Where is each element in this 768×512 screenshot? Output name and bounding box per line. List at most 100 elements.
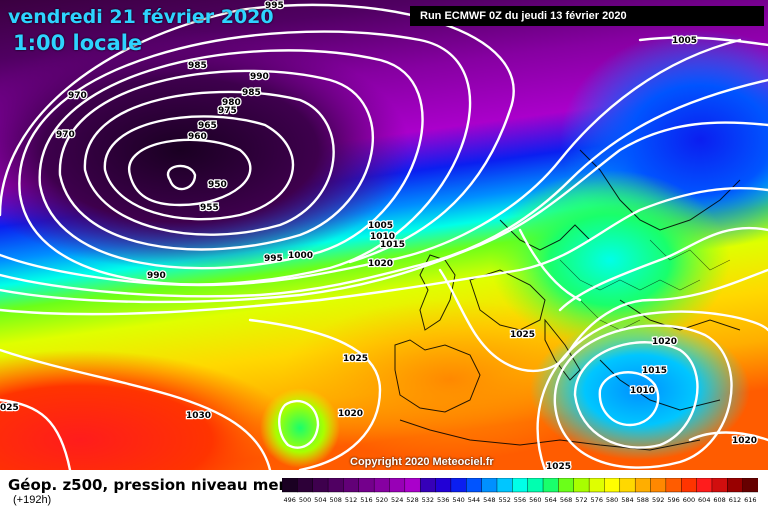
- color-scale-label: 568: [560, 496, 572, 504]
- color-scale-swatch: [650, 478, 667, 493]
- color-scale-swatch: [542, 478, 560, 493]
- forecast-map: 995 985 990 985 980 975 970 970 965 960 …: [0, 0, 768, 470]
- color-scale-label: 600: [683, 496, 695, 504]
- warm-air-iberia: [280, 300, 620, 460]
- color-scale-label: 544: [468, 496, 480, 504]
- color-scale-label: 496: [283, 496, 295, 504]
- color-scale-label: 552: [498, 496, 510, 504]
- color-scale-label: 540: [452, 496, 464, 504]
- color-scale-swatch: [312, 478, 329, 493]
- isobar-label: 960: [188, 132, 207, 142]
- color-scale-label: 604: [698, 496, 710, 504]
- color-scale-swatch: [604, 478, 621, 493]
- color-scale-swatch: [373, 478, 391, 493]
- color-scale-label: 564: [544, 496, 556, 504]
- color-scale-label: 576: [591, 496, 603, 504]
- isobar-label: 1020: [368, 259, 393, 269]
- color-scale-swatch: [450, 478, 467, 493]
- color-scale-label: 560: [529, 496, 541, 504]
- color-scale-label: 584: [621, 496, 633, 504]
- isobar-label: 965: [198, 121, 217, 131]
- color-scale-swatch: [496, 478, 514, 493]
- color-scale-swatch: [435, 478, 452, 493]
- isobar-label: 1020: [652, 337, 677, 347]
- color-scale-swatch: [327, 478, 345, 493]
- color-scale-label: 500: [299, 496, 311, 504]
- isobar-label: 1020: [338, 409, 363, 419]
- model-run-info: Run ECMWF 0Z du jeudi 13 février 2020: [410, 6, 764, 26]
- isobar-lines: [0, 3, 768, 470]
- isobar-label: 1005: [672, 36, 697, 46]
- isobar-label: 990: [250, 72, 269, 82]
- ridge-blob-atlantic: [260, 388, 340, 468]
- color-scale-label: 516: [360, 496, 372, 504]
- isobar-label: 955: [200, 203, 219, 213]
- trough-southeast: [530, 320, 750, 460]
- isobar-label: 1015: [642, 366, 667, 376]
- color-scale-label: 548: [483, 496, 495, 504]
- isobar-label: 1030: [186, 411, 211, 421]
- isobar-labels: 995 985 990 985 980 975 970 970 965 960 …: [0, 0, 758, 470]
- forecast-time: 1:00 locale: [13, 31, 143, 55]
- color-scale-swatch: [481, 478, 498, 493]
- isobar-label: 950: [208, 180, 227, 190]
- color-scale-swatch: [696, 478, 713, 493]
- color-scale-swatch: [742, 478, 758, 493]
- isobar-label: 990: [147, 271, 166, 281]
- color-scale-label: 524: [391, 496, 403, 504]
- isobar-label: 1015: [380, 240, 405, 250]
- copyright-notice: Copyright 2020 Meteociel.fr: [350, 456, 494, 468]
- isobar-label: 995: [264, 254, 283, 264]
- color-scale-swatch: [558, 478, 575, 493]
- isobar-label: 1010: [630, 386, 655, 396]
- color-scale-label: 592: [652, 496, 664, 504]
- forecast-date: vendredi 21 février 2020: [8, 6, 274, 28]
- isobar-label: 970: [68, 91, 87, 101]
- color-scale-label: 512: [345, 496, 357, 504]
- isobar-label: 995: [265, 1, 284, 11]
- color-scale-swatch: [466, 478, 483, 493]
- color-scale-label: 536: [437, 496, 449, 504]
- color-scale-swatch: [665, 478, 682, 493]
- color-scale-label: 580: [606, 496, 618, 504]
- color-scale-swatch: [297, 478, 314, 493]
- isobar-label: 1020: [732, 436, 757, 446]
- isobar-label: 1025: [510, 330, 535, 340]
- color-scale-swatch: [389, 478, 406, 493]
- forecast-lead-time: (+192h): [13, 494, 52, 506]
- isobar-label: 1005: [368, 221, 393, 231]
- map-parameter-title: Géop. z500, pression niveau mer: [8, 476, 286, 494]
- isobar-label: 1025: [546, 462, 571, 470]
- isobar-label: 1025: [343, 354, 368, 364]
- color-scale-label: 520: [376, 496, 388, 504]
- isobar-label: 970: [56, 130, 75, 140]
- color-scale-label: 616: [744, 496, 756, 504]
- color-scale-swatch: [727, 478, 744, 493]
- color-scale-label: 588: [637, 496, 649, 504]
- color-scale-swatch: [711, 478, 728, 493]
- color-scale-label: 508: [330, 496, 342, 504]
- color-scale-label: 556: [514, 496, 526, 504]
- color-scale-label: 612: [729, 496, 741, 504]
- isobar-label: 985: [188, 61, 207, 71]
- color-scale-swatch: [634, 478, 652, 493]
- color-scale-swatch: [573, 478, 590, 493]
- color-scale-label: 572: [575, 496, 587, 504]
- isobar-label: 980: [222, 98, 241, 108]
- color-scale-swatch: [343, 478, 360, 493]
- color-scale-label: 504: [314, 496, 326, 504]
- color-scale-label: 608: [713, 496, 725, 504]
- color-scale-swatch: [619, 478, 636, 493]
- color-scale-label: 532: [422, 496, 434, 504]
- isobar-label: 025: [0, 403, 19, 413]
- warm-air-southwest: [0, 350, 300, 470]
- color-scale-swatch: [282, 478, 299, 493]
- coastlines: [394, 149, 741, 451]
- isobar-label: 985: [242, 88, 261, 98]
- isobar-label: 975: [218, 106, 237, 116]
- color-scale-swatch: [527, 478, 544, 493]
- color-scale-label: 528: [406, 496, 418, 504]
- color-scale-swatch: [588, 478, 606, 493]
- color-scale: 496 500 504 508 512 516 520 524 528 532 536 540 544 5…: [282, 478, 758, 504]
